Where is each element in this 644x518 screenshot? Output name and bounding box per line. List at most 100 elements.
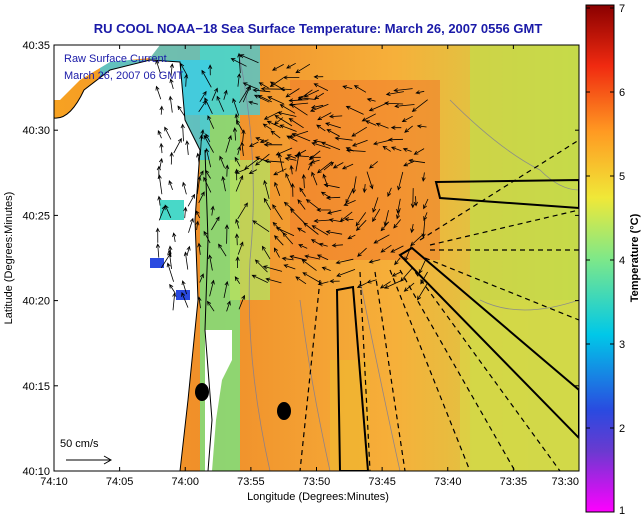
current-vector: [203, 176, 212, 193]
current-vector: [403, 160, 415, 167]
current-vector: [279, 87, 292, 92]
current-vector: [188, 217, 194, 233]
current-vector: [197, 242, 202, 255]
current-vector: [263, 179, 270, 199]
current-vector: [242, 85, 251, 103]
current-vector: [310, 159, 320, 164]
current-vector: [248, 100, 259, 105]
current-vector: [184, 73, 189, 87]
current-vector: [164, 126, 172, 140]
current-vector: [201, 69, 212, 88]
current-vector: [236, 119, 244, 132]
current-vector: [234, 233, 240, 246]
current-vector: [203, 134, 214, 153]
current-vector: [302, 272, 321, 283]
current-vector: [197, 296, 202, 309]
colorbar-tick-label: 5: [619, 171, 625, 183]
colorbar-tick-label: 6: [619, 87, 625, 99]
scale-arrow: [66, 455, 113, 465]
current-vector: [251, 274, 268, 283]
current-vector: [295, 276, 307, 285]
current-vector: [239, 54, 259, 64]
current-vector: [183, 251, 189, 270]
current-vector: [362, 184, 367, 194]
current-vector: [277, 152, 284, 172]
current-vector: [208, 254, 213, 271]
current-vector: [252, 220, 270, 233]
current-vector: [261, 245, 271, 260]
current-vector: [155, 85, 162, 100]
colorbar-tick-label: 7: [619, 3, 625, 15]
current-vector: [203, 230, 211, 244]
current-vector: [173, 137, 182, 154]
current-vector: [342, 85, 353, 90]
x-tick-label: 73:30: [551, 476, 579, 488]
x-tick-label: 73:45: [368, 476, 396, 488]
current-vector: [351, 126, 368, 137]
current-vector: [308, 150, 321, 161]
current-vector: [158, 157, 164, 169]
x-axis-ticks: 74:10 74:05 74:00 73:55 73:50 73:45 73:40 73:35…: [40, 45, 580, 488]
current-vector: [423, 212, 428, 221]
current-vector: [195, 210, 201, 219]
current-vector: [372, 197, 379, 213]
current-vector: [356, 282, 368, 288]
current-vector: [180, 123, 185, 142]
current-vector: [345, 105, 364, 115]
current-vector: [234, 168, 247, 174]
current-vector: [321, 266, 331, 271]
current-vector: [308, 155, 321, 160]
current-vector: [285, 88, 300, 98]
current-vector: [299, 187, 306, 197]
x-tick-label: 74:05: [106, 476, 134, 488]
current-vector: [416, 124, 427, 129]
current-vector: [402, 147, 412, 152]
current-vector: [281, 256, 294, 261]
current-vector: [273, 168, 287, 176]
current-vector: [199, 134, 204, 156]
current-vector: [221, 175, 226, 192]
current-vector: [336, 269, 356, 277]
current-vector: [317, 281, 329, 286]
current-vector: [403, 282, 415, 292]
current-vector: [325, 195, 341, 200]
current-vector: [263, 111, 281, 120]
y-tick-label: 40:25: [22, 210, 50, 222]
current-vector: [394, 103, 415, 109]
current-vector: [234, 156, 241, 167]
current-vector: [368, 161, 378, 169]
y-tick-label: 40:20: [22, 296, 50, 308]
x-tick-label: 73:55: [237, 476, 265, 488]
x-tick-label: 73:35: [500, 476, 528, 488]
current-vector: [366, 97, 376, 102]
current-vector: [230, 58, 247, 67]
current-vector: [331, 243, 343, 248]
current-vector: [385, 91, 404, 96]
current-vector: [368, 102, 388, 112]
current-vector: [290, 103, 308, 116]
radar-beam-outlines: [335, 178, 579, 471]
current-vector: [313, 74, 324, 79]
current-vector: [413, 148, 425, 155]
current-vector: [411, 99, 428, 112]
current-vector: [353, 85, 367, 93]
current-vector: [159, 105, 164, 115]
current-vector: [237, 145, 242, 156]
current-vector: [366, 279, 377, 284]
current-vector: [223, 280, 229, 298]
current-vector: [235, 218, 240, 229]
current-vector: [279, 104, 296, 114]
current-vector: [301, 173, 306, 189]
current-vector: [383, 210, 389, 227]
current-vector: [218, 243, 227, 257]
current-vector: [320, 141, 341, 151]
current-vector: [296, 227, 306, 233]
current-vector: [290, 182, 295, 197]
current-vector: [211, 216, 220, 231]
current-vector: [313, 83, 329, 91]
current-vector: [274, 115, 293, 127]
current-vector: [394, 257, 401, 266]
current-vector: [387, 187, 392, 198]
current-vector: [284, 156, 297, 161]
annotation-line-2: March 26, 2007 06 GMT: [64, 70, 184, 82]
